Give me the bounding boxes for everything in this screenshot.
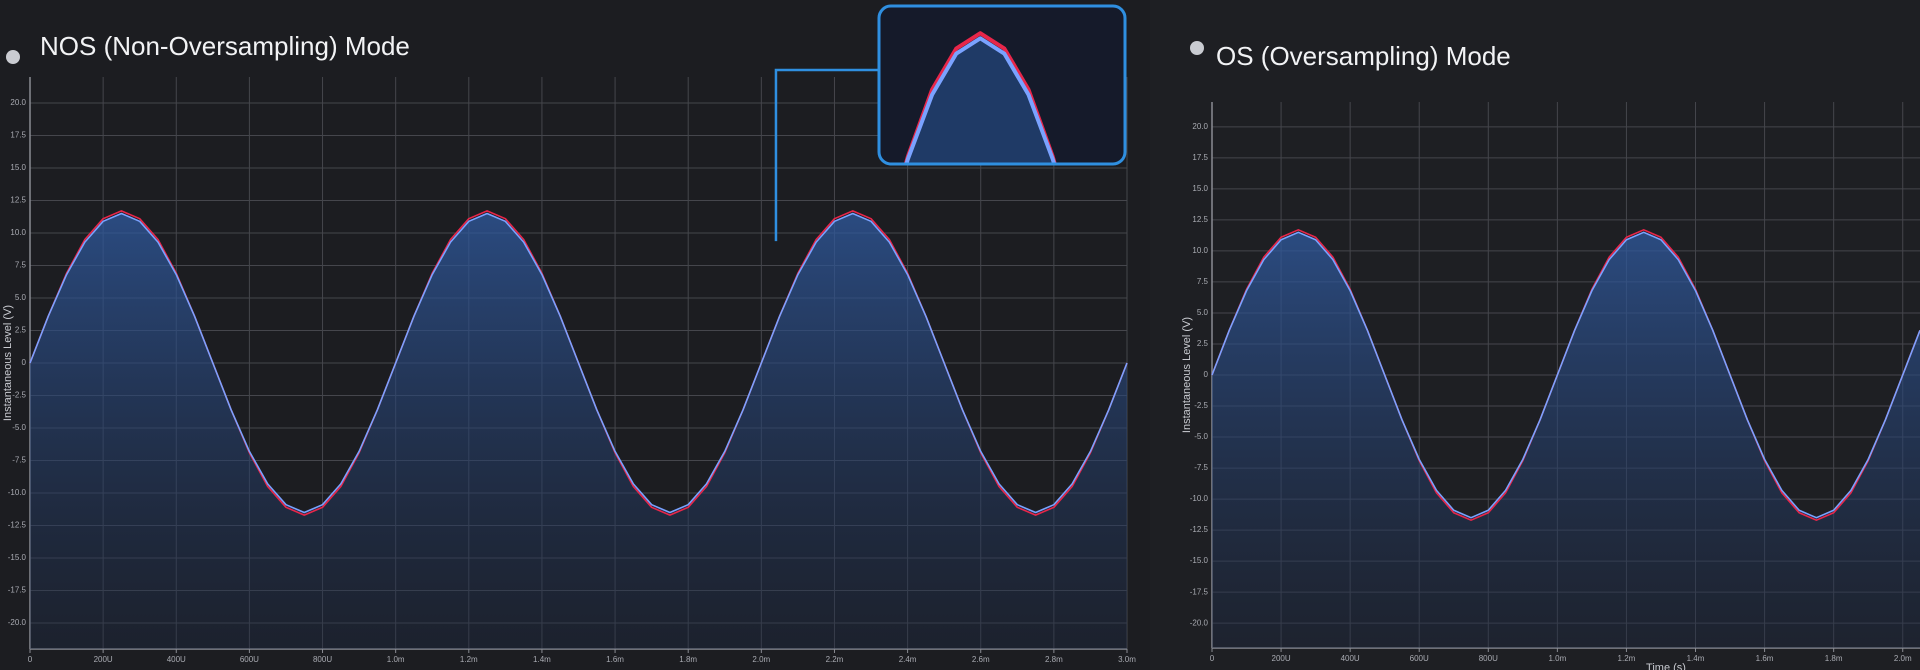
x-tick-label: 2.2m	[826, 655, 844, 664]
x-tick-label: 2.0m	[752, 655, 770, 664]
y-tick-label: 15.0	[1192, 184, 1208, 193]
y-tick-label: -17.5	[1190, 587, 1209, 596]
chart: 20.0 17.5 15.0 12.5 10.0 7.5 5.0 2.5 0 -2.5 -5.0 -7…	[1181, 41, 1920, 670]
x-tick-label: 1.4m	[1687, 654, 1705, 663]
x-tick-label: 400U	[167, 655, 186, 664]
area	[1212, 232, 1920, 649]
y-tick-label: 0	[22, 358, 27, 367]
y-tick-label: -7.5	[12, 456, 26, 465]
x-tick-label: 600U	[1410, 654, 1429, 663]
y-tick-label: 12.5	[10, 196, 26, 205]
y-tick-label: 2.5	[1197, 339, 1209, 348]
x-tick-label: 1.0m	[1548, 654, 1566, 663]
y-tick-label: 5.0	[15, 293, 27, 302]
status-dot	[6, 50, 20, 64]
y-tick-label: 17.5	[10, 131, 26, 140]
y-axis-title: Instantaneous Level (V)	[2, 305, 14, 421]
y-tick-label: 20.0	[10, 98, 26, 107]
y-tick-label: -12.5	[8, 521, 27, 530]
x-tick-label: 3.0m	[1118, 655, 1136, 664]
x-tick-label: 600U	[240, 655, 259, 664]
y-tick-label: 5.0	[1197, 308, 1209, 317]
x-tick-label: 2.6m	[972, 655, 990, 664]
y-tick-label: -2.5	[1194, 401, 1208, 410]
x-tick-label: 800U	[313, 655, 332, 664]
x-tick-label: 200U	[1272, 654, 1291, 663]
chart-title: OS (Oversampling) Mode	[1216, 41, 1511, 71]
series-line	[1211, 231, 1920, 519]
x-tick-label: 2.0m	[1894, 654, 1912, 663]
status-dot	[1190, 41, 1204, 55]
y-axis-title: Instantaneous Level (V)	[1181, 317, 1193, 433]
y-tick-label: -20.0	[1190, 618, 1209, 627]
y-tick-label: 10.0	[1192, 246, 1208, 255]
x-tick-label: 2.4m	[899, 655, 917, 664]
area	[30, 213, 1127, 649]
x-tick-label: 1.6m	[1756, 654, 1774, 663]
x-tick-label: 0	[28, 655, 33, 664]
x-tick-label: 1.2m	[460, 655, 478, 664]
x-tick-label: 200U	[94, 655, 113, 664]
y-tick-label: -5.0	[12, 423, 26, 432]
y-tick-label: 12.5	[1192, 215, 1208, 224]
y-tick-label: 0	[1204, 370, 1209, 379]
y-tick-label: -12.5	[1190, 525, 1209, 534]
series-line	[29, 212, 1128, 514]
y-tick-label: -2.5	[12, 391, 26, 400]
y-tick-label: 15.0	[10, 163, 26, 172]
chart: 20.0 17.5 15.0 12.5 10.0 7.5 5.0 2.5 0 -2.5 -5.0 -7…	[2, 4, 1136, 664]
y-tick-label: -5.0	[1194, 432, 1208, 441]
x-tick-label: 1.2m	[1618, 654, 1636, 663]
y-tick-label: -17.5	[8, 586, 27, 595]
y-tick-label: -7.5	[1194, 463, 1208, 472]
x-tick-label: 1.0m	[387, 655, 405, 664]
y-tick-label: 20.0	[1192, 122, 1208, 131]
x-tick-label: 800U	[1479, 654, 1498, 663]
x-tick-label: 1.4m	[533, 655, 551, 664]
y-tick-label: 7.5	[15, 261, 27, 270]
y-tick-label: 17.5	[1192, 153, 1208, 162]
x-tick-label: 1.8m	[679, 655, 697, 664]
chart-title: NOS (Non-Oversampling) Mode	[40, 31, 410, 61]
x-axis-title: Time (s)	[1646, 662, 1686, 670]
y-tick-label: 2.5	[15, 326, 27, 335]
y-tick-label: -15.0	[8, 553, 27, 562]
inset-frame	[877, 4, 1127, 166]
x-tick-label: 400U	[1341, 654, 1360, 663]
y-tick-label: 7.5	[1197, 277, 1209, 286]
x-tick-label: 1.8m	[1825, 654, 1843, 663]
x-tick-label: 2.8m	[1045, 655, 1063, 664]
inset-connector	[774, 68, 879, 242]
y-tick-label: -15.0	[1190, 556, 1209, 565]
y-tick-label: -20.0	[8, 618, 27, 627]
x-tick-label: 0	[1210, 654, 1215, 663]
y-tick-label: 10.0	[10, 228, 26, 237]
y-tick-label: -10.0	[8, 488, 27, 497]
y-tick-label: -10.0	[1190, 494, 1209, 503]
x-tick-label: 1.6m	[606, 655, 624, 664]
